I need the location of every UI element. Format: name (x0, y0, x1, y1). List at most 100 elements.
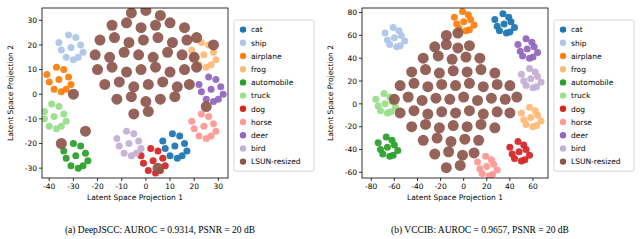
point (150, 62, 161, 73)
point (140, 96, 151, 107)
point (379, 151, 386, 158)
legend-box (554, 20, 634, 171)
point (475, 119, 486, 130)
legend-label: automobile (251, 78, 294, 87)
point (496, 27, 503, 34)
point (486, 93, 497, 104)
point (418, 135, 429, 146)
y-tick-label: 40 (347, 54, 357, 63)
y-tick-label: -30 (25, 164, 37, 173)
legend-label: cat (251, 25, 263, 34)
legend-marker (240, 132, 246, 138)
point (42, 108, 48, 115)
point (441, 162, 452, 173)
point (128, 81, 139, 92)
point (43, 71, 50, 78)
point (77, 142, 84, 149)
legend-marker (240, 40, 246, 46)
point (406, 66, 417, 77)
x-tick-label: -60 (388, 182, 400, 191)
y-tick-label: 10 (27, 65, 37, 74)
legend-label: LSUN-resized (251, 157, 301, 166)
point (90, 49, 101, 60)
y-tick-label: -20 (345, 122, 357, 131)
legend-label: automobile (571, 78, 614, 87)
point (53, 64, 60, 71)
point (526, 65, 533, 72)
point (482, 153, 489, 160)
x-tick (417, 178, 418, 181)
point (462, 66, 473, 77)
point (444, 94, 455, 105)
series (514, 35, 541, 61)
point (474, 159, 481, 166)
point (408, 78, 419, 89)
point (208, 61, 215, 68)
point (472, 95, 483, 106)
point (155, 94, 166, 105)
point (483, 163, 490, 170)
point (77, 41, 84, 48)
legend-marker (240, 53, 246, 59)
point (523, 82, 530, 89)
point (99, 79, 110, 90)
point (479, 170, 486, 177)
point (383, 133, 390, 140)
point (208, 39, 219, 50)
legend: catshipairplanefrogautomobiletruckdoghor… (554, 20, 634, 171)
point (196, 133, 203, 140)
legend-label: airplane (571, 52, 602, 61)
point (68, 89, 79, 100)
point (205, 73, 212, 80)
y-tick-label: -20 (25, 139, 37, 148)
point (200, 123, 207, 130)
point (436, 106, 447, 117)
series (159, 130, 190, 162)
y-tick-label: 60 (347, 31, 357, 40)
point (159, 155, 166, 162)
point (464, 78, 475, 89)
point (169, 91, 180, 102)
x-tick (218, 178, 219, 181)
point (217, 83, 224, 90)
point (107, 62, 118, 73)
point (474, 53, 485, 64)
y-tick-label: -40 (345, 145, 357, 154)
point (184, 79, 195, 90)
point (395, 107, 406, 118)
point (65, 73, 72, 80)
legend-label: dog (571, 105, 585, 114)
point (521, 156, 528, 163)
point (179, 22, 190, 33)
point (523, 121, 530, 128)
x-tick (394, 178, 395, 181)
legend-marker (240, 106, 246, 112)
x-tick-label: -80 (365, 182, 377, 191)
y-tick-label: 20 (27, 41, 37, 50)
point (67, 162, 74, 169)
point (420, 119, 431, 130)
point (432, 133, 443, 144)
point (489, 68, 500, 79)
point (469, 147, 480, 158)
point (125, 140, 132, 147)
point (492, 106, 503, 117)
point (375, 139, 382, 146)
y-tick (39, 143, 42, 144)
point (430, 93, 441, 104)
point (473, 135, 484, 146)
point (189, 52, 200, 63)
point (514, 138, 521, 145)
point (499, 10, 506, 17)
point (145, 167, 152, 174)
x-tick-label: -40 (411, 182, 423, 191)
x-axis-label: Latent Space Projection 1 (407, 193, 503, 202)
point (63, 54, 70, 61)
x-tick (170, 178, 171, 181)
point (208, 86, 215, 93)
series (138, 145, 169, 177)
legend: catshipairplanefrogautomobiletruckdoghor… (234, 20, 314, 171)
point (119, 47, 130, 58)
legend-label: deer (251, 131, 269, 140)
point (511, 155, 518, 162)
